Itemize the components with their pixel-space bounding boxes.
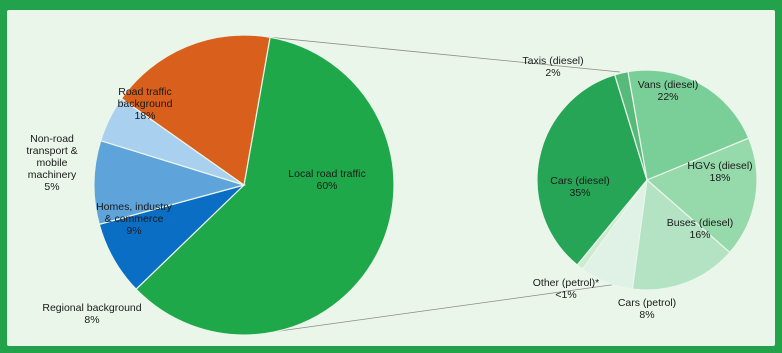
breakdown-slice-hgvs-diesel <box>645 137 758 254</box>
breakdown-slice-cars-diesel <box>536 74 648 266</box>
breakdown-label-3: Cars (petrol) 8% <box>618 297 676 321</box>
breakdown-label-1: HGVs (diesel) 18% <box>687 160 752 184</box>
breakdown-label-4: Other (petrol)* <1% <box>533 277 600 301</box>
main-label-3: Non-road transport & mobile machinery 5% <box>26 133 77 193</box>
breakdown-slice-vans-diesel <box>627 69 750 181</box>
breakdown-pie <box>536 69 758 291</box>
breakdown-slice-taxis-diesel <box>613 70 648 181</box>
connector-line-bottom <box>264 282 626 334</box>
main-slice-homes-industry-commerce <box>93 139 247 226</box>
main-label-1: Regional background 8% <box>42 302 141 326</box>
breakdown-label-2: Buses (diesel) 16% <box>667 217 734 241</box>
main-label-0: Local road traffic 60% <box>288 168 365 192</box>
main-pie <box>93 34 395 336</box>
connector-line-top <box>246 34 621 73</box>
breakdown-label-0: Vans (diesel) 22% <box>638 79 699 103</box>
breakdown-slice-buses-diesel <box>631 178 731 291</box>
main-slice-local-road-traffic <box>135 36 395 336</box>
breakdown-label-5: Cars (diesel) 35% <box>550 175 610 199</box>
main-label-2: Homes, industry & commerce 9% <box>96 201 173 237</box>
breakdown-label-6: Taxis (diesel) 2% <box>522 55 583 79</box>
main-slice-road-traffic-background <box>120 34 271 187</box>
main-label-4: Road traffic background 18% <box>118 86 173 122</box>
